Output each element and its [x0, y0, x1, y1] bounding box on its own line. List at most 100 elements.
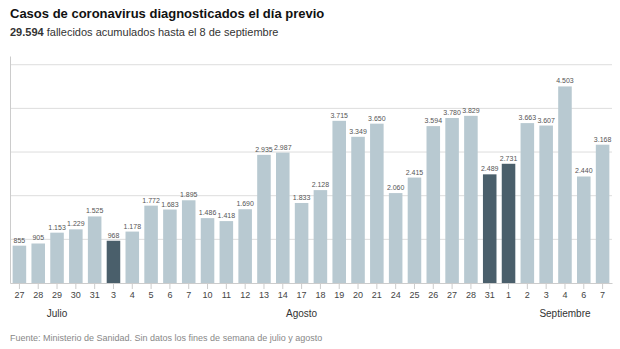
x-tick-label: 1 — [506, 290, 511, 300]
x-tick-mark — [546, 283, 547, 289]
x-tick-label: 7 — [600, 290, 605, 300]
data-label: 4.503 — [556, 77, 574, 84]
y-axis — [10, 57, 11, 284]
x-tick: 27 — [447, 283, 457, 300]
x-tick-mark — [282, 283, 283, 289]
title: Casos de coronavirus diagnosticados el d… — [10, 6, 324, 21]
data-label: 3.829 — [462, 107, 480, 114]
data-label: 3.663 — [519, 114, 537, 121]
x-tick-label: 28 — [33, 290, 43, 300]
x-tick-mark — [226, 283, 227, 289]
x-tick: 28 — [33, 283, 43, 300]
month-label: Septiembre — [539, 308, 591, 319]
bar — [144, 206, 158, 283]
bar — [314, 190, 328, 283]
x-tick-mark — [376, 283, 377, 289]
x-tick-label: 28 — [466, 290, 476, 300]
bar — [88, 216, 102, 283]
x-axis: 2728293031345671011121314171819202124252… — [11, 283, 613, 300]
x-tick-mark — [301, 283, 302, 289]
x-tick: 12 — [240, 283, 250, 300]
bar — [238, 209, 252, 283]
data-label: 2.415 — [406, 169, 424, 176]
x-tick: 6 — [167, 283, 172, 300]
data-label: 1.525 — [86, 207, 104, 214]
data-label: 2.987 — [274, 144, 292, 151]
y-axis-line — [10, 57, 11, 284]
data-label: 3.168 — [594, 136, 612, 143]
x-tick-label: 18 — [315, 290, 325, 300]
data-label: 3.607 — [537, 117, 555, 124]
x-tick: 18 — [315, 283, 325, 300]
x-tick-label: 30 — [71, 290, 81, 300]
x-axis-line — [11, 283, 613, 284]
bar — [276, 153, 290, 283]
data-label: 1.690 — [236, 200, 254, 207]
x-tick: 28 — [466, 283, 476, 300]
x-tick: 11 — [222, 283, 231, 300]
bar — [351, 137, 365, 283]
x-tick-label: 27 — [14, 290, 24, 300]
x-tick-label: 26 — [428, 290, 438, 300]
x-tick-mark — [339, 283, 340, 289]
bar — [502, 164, 516, 283]
x-tick: 31 — [485, 283, 495, 300]
x-tick: 26 — [428, 283, 438, 300]
x-tick-label: 31 — [485, 290, 495, 300]
x-tick-mark — [414, 283, 415, 289]
subtitle: 29.594 fallecidos acumulados hasta el 8 … — [10, 26, 278, 38]
data-label: 2.440 — [575, 167, 593, 174]
x-tick-label: 31 — [90, 290, 100, 300]
x-tick-mark — [38, 283, 39, 289]
x-tick: 24 — [391, 283, 401, 300]
bar — [577, 176, 591, 283]
x-tick-mark — [75, 283, 76, 289]
month-label: Julio — [47, 308, 68, 319]
plot: 8559051.1531.2291.5259681.1781.7721.6831… — [10, 57, 613, 320]
data-label: 3.780 — [443, 109, 461, 116]
x-tick-mark — [583, 283, 584, 289]
x-tick-mark — [57, 283, 58, 289]
x-tick-mark — [470, 283, 471, 289]
x-tick-label: 11 — [222, 290, 231, 300]
bar — [201, 218, 215, 283]
x-tick: 17 — [297, 283, 307, 300]
data-label: 2.731 — [500, 155, 518, 162]
data-label: 1.833 — [293, 194, 311, 201]
x-tick-mark — [151, 283, 152, 289]
x-tick: 13 — [259, 283, 269, 300]
x-tick: 2 — [525, 283, 530, 300]
x-tick-label: 12 — [240, 290, 250, 300]
data-label: 1.153 — [48, 224, 66, 231]
x-tick: 7 — [186, 283, 191, 300]
data-label: 3.349 — [349, 128, 367, 135]
bar — [464, 116, 478, 283]
x-tick-label: 6 — [167, 290, 172, 300]
bar — [521, 123, 535, 283]
bar — [427, 126, 441, 283]
x-tick: 29 — [52, 283, 62, 300]
x-tick-label: 20 — [353, 290, 363, 300]
x-tick-label: 2 — [525, 290, 530, 300]
bar — [50, 233, 64, 283]
x-tick-label: 13 — [259, 290, 269, 300]
x-tick-label: 17 — [297, 290, 307, 300]
x-tick: 4 — [130, 283, 135, 300]
x-tick: 27 — [14, 283, 24, 300]
chart: Casos de coronavirus diagnosticados el d… — [0, 0, 620, 349]
bar — [483, 174, 497, 283]
x-tick: 20 — [353, 283, 363, 300]
x-tick: 1 — [506, 283, 511, 300]
x-tick-mark — [263, 283, 264, 289]
x-tick-mark — [489, 283, 490, 289]
month-label: Agosto — [286, 308, 318, 319]
bar — [69, 229, 83, 283]
x-tick-mark — [564, 283, 565, 289]
x-tick-label: 14 — [278, 290, 288, 300]
x-tick-label: 25 — [409, 290, 419, 300]
footer: Fuente: Ministerio de Sanidad. Sin datos… — [10, 333, 322, 343]
data-label: 3.650 — [368, 115, 386, 122]
x-tick-mark — [94, 283, 95, 289]
data-label: 1.229 — [67, 220, 85, 227]
data-label: 2.060 — [387, 184, 405, 191]
